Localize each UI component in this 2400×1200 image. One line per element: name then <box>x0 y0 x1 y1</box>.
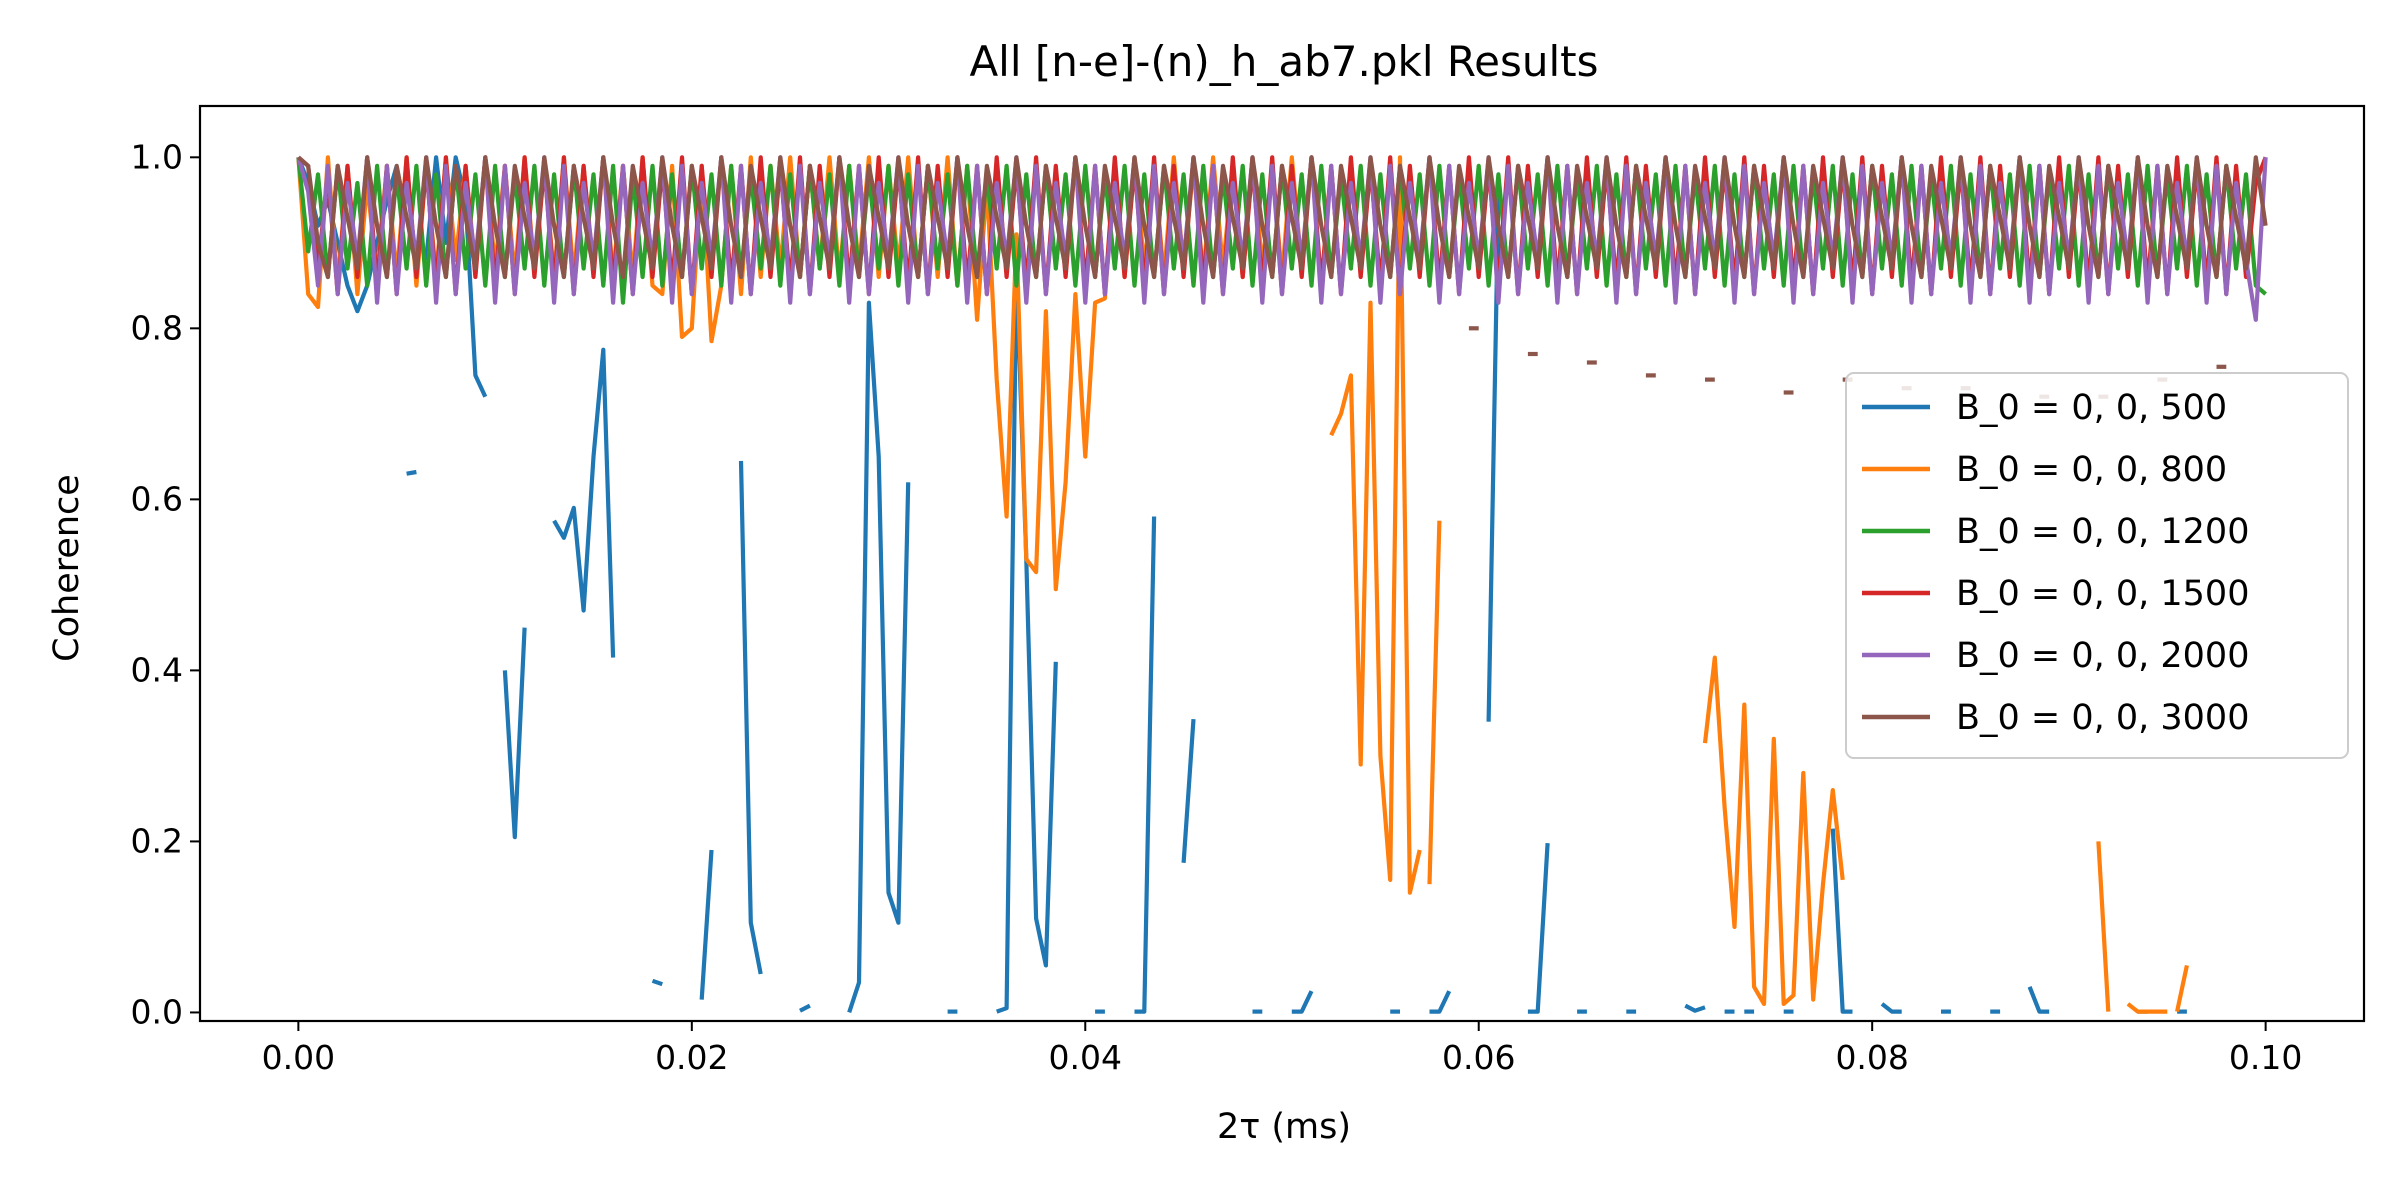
y-tick-label: 0.4 <box>131 650 183 689</box>
x-tick-label: 0.08 <box>1835 1038 1908 1077</box>
y-tick-label: 1.0 <box>131 137 183 176</box>
legend-label: B_0 = 0, 0, 800 <box>1956 450 2227 490</box>
x-axis-ticks: 0.00 0.02 0.04 0.06 0.08 0.10 <box>262 1021 2302 1077</box>
series-line-0-segment-27 <box>1830 828 1853 1014</box>
x-tick-label: 0.10 <box>2229 1038 2302 1077</box>
series-4 <box>296 155 2268 322</box>
plot-frame <box>198 104 2366 1023</box>
chart-title: All [n-e]-(n)_h_ab7.pkl Results <box>969 37 1598 86</box>
y-axis-ticks: 0.0 0.2 0.4 0.6 0.8 1.0 <box>131 137 200 1031</box>
legend-entry: B_0 = 0, 0, 500 <box>1862 388 2227 428</box>
axes-frame <box>198 104 2366 1023</box>
series-line-4-segment-0 <box>296 155 2268 322</box>
series-line-1-segment-5 <box>2126 1002 2168 1014</box>
y-tick-label: 0.2 <box>131 821 183 860</box>
legend-box <box>1845 372 2349 759</box>
series-line-1-segment-6 <box>2175 964 2189 1013</box>
series-line-0-segment-20 <box>1527 842 1550 1014</box>
y-tick-label: 0.6 <box>131 479 183 518</box>
legend-entry: B_0 = 0, 0, 1200 <box>1862 512 2249 552</box>
series-line-1-segment-2 <box>1427 520 1442 885</box>
series-line-0-segment-6 <box>699 849 714 1000</box>
series-line-0-segment-18 <box>1429 990 1452 1014</box>
series-line-0-segment-2 <box>424 155 488 398</box>
series-line-0-segment-1 <box>406 469 417 476</box>
x-tick-label: 0.02 <box>655 1038 728 1077</box>
legend-label: B_0 = 0, 0, 500 <box>1956 388 2227 428</box>
legend-label: B_0 = 0, 0, 2000 <box>1956 636 2249 676</box>
series-line-0-segment-9 <box>847 300 911 1014</box>
series-line-0-segment-28 <box>1880 1002 1902 1014</box>
series-line-1-segment-4 <box>2096 841 2111 1012</box>
legend: B_0 = 0, 0, 500 B_0 = 0, 0, 800 B_0 = 0, 0… <box>1845 372 2349 759</box>
legend-entry: B_0 = 0, 0, 2000 <box>1862 636 2249 676</box>
legend-entry: B_0 = 0, 0, 800 <box>1862 450 2227 490</box>
series-line-0-segment-8 <box>799 1003 811 1013</box>
series-line-0-segment-13 <box>1134 516 1157 1014</box>
legend-label: B_0 = 0, 0, 1500 <box>1956 574 2249 614</box>
y-axis-label: Coherence <box>47 474 87 662</box>
series-line-1-segment-1 <box>1329 155 1422 895</box>
y-tick-label: 0.0 <box>131 992 183 1031</box>
y-tick-label: 0.8 <box>131 308 183 347</box>
series-line-5-segment-0 <box>297 155 2268 280</box>
series-line-0-segment-14 <box>1181 718 1196 863</box>
x-tick-label: 0.00 <box>262 1038 335 1077</box>
series-line-0-segment-5 <box>651 978 663 987</box>
series-line-0-segment-3 <box>502 627 527 840</box>
series-line-0-segment-31 <box>2027 986 2050 1014</box>
legend-label: B_0 = 0, 0, 1200 <box>1956 512 2249 552</box>
series-line-0-segment-23 <box>1684 1003 1706 1013</box>
legend-entry: B_0 = 0, 0, 1500 <box>1862 574 2249 614</box>
x-tick-label: 0.04 <box>1049 1038 1122 1077</box>
series-line-0-segment-7 <box>738 460 763 975</box>
x-axis-label: 2τ (ms) <box>1217 1107 1351 1147</box>
x-tick-label: 0.06 <box>1442 1038 1515 1077</box>
series-line-0-segment-4 <box>552 347 616 658</box>
legend-entry: B_0 = 0, 0, 3000 <box>1862 698 2249 738</box>
series-line-0-segment-16 <box>1291 990 1314 1014</box>
series-line-1-segment-3 <box>1702 655 1845 1006</box>
legend-label: B_0 = 0, 0, 3000 <box>1956 698 2249 738</box>
plot-lines <box>296 155 2268 1014</box>
